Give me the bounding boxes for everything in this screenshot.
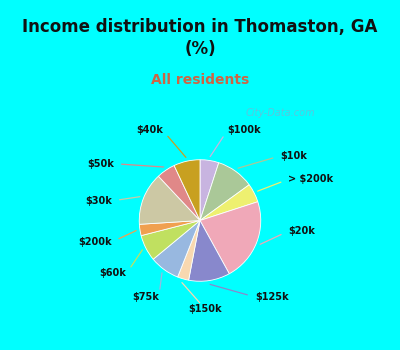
Wedge shape xyxy=(200,185,258,220)
Text: Income distribution in Thomaston, GA
(%): Income distribution in Thomaston, GA (%) xyxy=(22,18,378,58)
Text: $100k: $100k xyxy=(228,125,261,135)
Wedge shape xyxy=(141,220,200,259)
Text: $200k: $200k xyxy=(78,237,112,247)
Wedge shape xyxy=(200,163,249,220)
Wedge shape xyxy=(139,220,200,236)
Text: City-Data.com: City-Data.com xyxy=(246,108,315,118)
Text: $125k: $125k xyxy=(255,292,288,302)
Wedge shape xyxy=(178,220,200,280)
Text: $150k: $150k xyxy=(188,304,222,314)
Text: $40k: $40k xyxy=(136,125,163,135)
Wedge shape xyxy=(153,220,200,277)
Text: $20k: $20k xyxy=(288,226,315,236)
Text: > $200k: > $200k xyxy=(288,174,333,184)
Text: All residents: All residents xyxy=(151,74,249,88)
Text: $30k: $30k xyxy=(85,196,112,206)
Wedge shape xyxy=(158,166,200,220)
Text: $75k: $75k xyxy=(132,292,159,302)
Text: $50k: $50k xyxy=(87,159,114,169)
Text: $60k: $60k xyxy=(100,268,126,278)
Text: $10k: $10k xyxy=(280,151,307,161)
Wedge shape xyxy=(139,176,200,224)
Wedge shape xyxy=(200,160,219,220)
Wedge shape xyxy=(174,160,200,220)
Wedge shape xyxy=(200,202,261,274)
Wedge shape xyxy=(189,220,229,281)
